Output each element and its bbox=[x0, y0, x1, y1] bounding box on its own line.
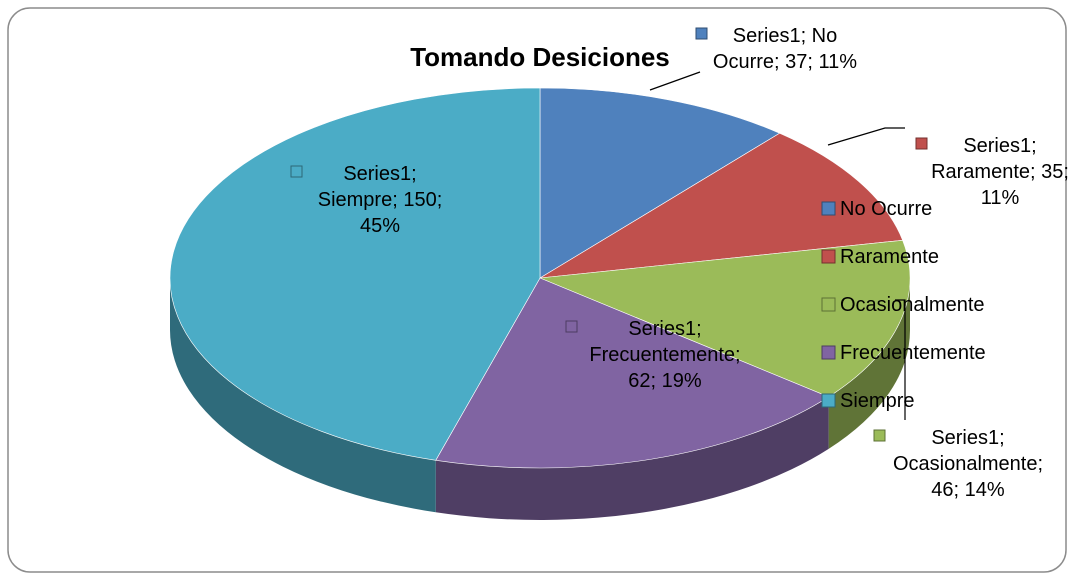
data-label: Series1; Siempre; 150; 45% bbox=[318, 163, 443, 237]
data-label: Series1; Frecuentemente; 62; 19% bbox=[589, 318, 740, 392]
legend-swatch bbox=[821, 201, 836, 216]
slice-side bbox=[828, 278, 910, 449]
leader-line bbox=[649, 71, 701, 91]
data-label: Series1; Raramente; 35; 11% bbox=[931, 135, 1069, 209]
legend-label: No Ocurre bbox=[840, 198, 932, 220]
leader-line bbox=[827, 127, 905, 146]
label-marker bbox=[915, 137, 928, 150]
label-marker bbox=[873, 429, 886, 442]
label-marker bbox=[565, 320, 578, 333]
slice-side bbox=[435, 396, 829, 520]
legend-label: Raramente bbox=[840, 246, 939, 268]
legend-label: Frecuentemente bbox=[840, 342, 986, 364]
slice-side bbox=[170, 278, 436, 513]
data-label: Series1; Ocasionalmente; 46; 14% bbox=[893, 427, 1043, 501]
legend-swatch bbox=[821, 345, 836, 360]
slice bbox=[435, 277, 830, 469]
data-labels: Series1; No Ocurre; 37; 11% Series1; Rarame… bbox=[290, 25, 1069, 501]
label-marker bbox=[695, 27, 708, 40]
slice bbox=[539, 239, 911, 398]
legend-label: Siempre bbox=[840, 390, 914, 412]
leader-line bbox=[895, 299, 906, 420]
legend-label: Ocasionalmente bbox=[840, 294, 985, 316]
slice bbox=[169, 87, 541, 461]
legend-swatch bbox=[821, 393, 836, 408]
legend-swatch bbox=[821, 249, 836, 264]
label-marker bbox=[290, 165, 303, 178]
pie bbox=[169, 87, 911, 520]
slice bbox=[539, 132, 904, 279]
legend-swatch bbox=[821, 297, 836, 312]
slice bbox=[539, 87, 781, 279]
data-label: Series1; No Ocurre; 37; 11% bbox=[713, 25, 857, 73]
chart-title: Tomando Desiciones bbox=[410, 42, 670, 72]
legend: No Ocurre Raramente Ocasionalmente Frecuent… bbox=[821, 198, 986, 412]
